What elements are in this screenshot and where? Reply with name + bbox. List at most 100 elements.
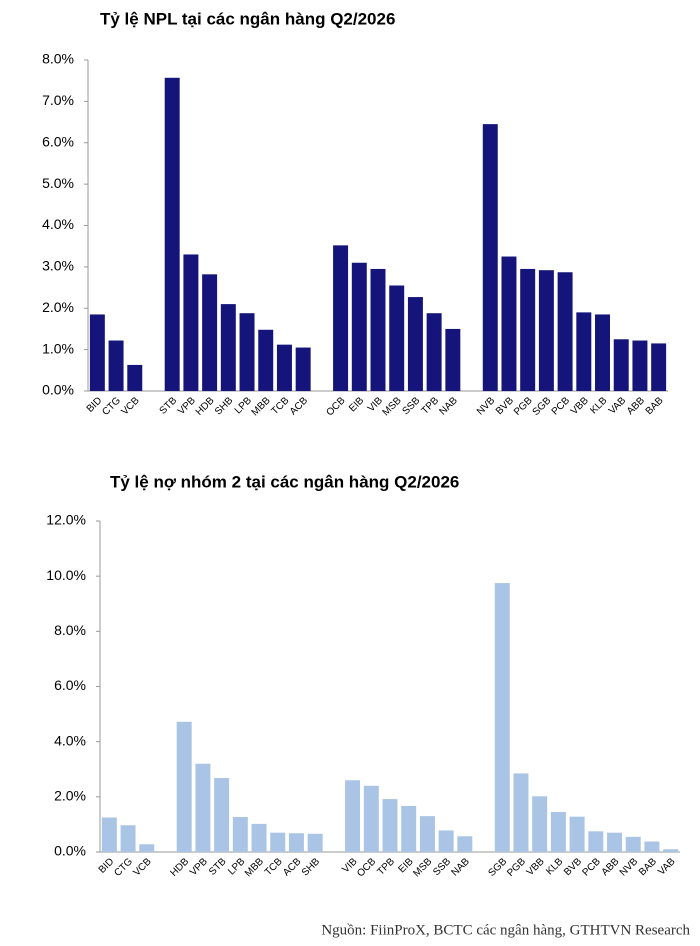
bar — [139, 844, 155, 852]
bar — [214, 778, 230, 852]
x-tick-label: ACB — [281, 856, 304, 879]
y-tick-label: 7.0% — [42, 92, 74, 108]
bar — [651, 343, 667, 391]
bar — [288, 833, 304, 852]
x-tick-label: TPB — [375, 856, 397, 878]
x-tick-label: VBB — [525, 856, 547, 878]
x-tick-label: VPB — [176, 395, 198, 417]
bar — [445, 328, 461, 391]
x-tick-label: VAB — [607, 395, 629, 417]
x-tick-label: BVB — [562, 856, 584, 878]
x-tick-label: EIB — [347, 395, 366, 414]
bar — [89, 314, 105, 391]
y-tick-label: 8.0% — [42, 51, 74, 67]
x-tick-label: SSB — [400, 395, 422, 417]
y-tick-label: 0.0% — [54, 843, 86, 859]
bar — [644, 841, 660, 852]
x-tick-label: TPB — [420, 395, 442, 417]
bar — [101, 817, 117, 852]
bar — [569, 816, 585, 852]
bar — [625, 836, 641, 852]
y-tick-label: 12.0% — [46, 512, 86, 528]
x-tick-label: SGB — [487, 856, 510, 879]
bar — [363, 785, 379, 852]
y-tick-label: 0.0% — [42, 382, 74, 398]
x-tick-label: PCB — [580, 856, 603, 879]
bar — [550, 812, 566, 852]
bar — [239, 313, 255, 391]
x-tick-label: VBB — [569, 395, 591, 417]
x-tick-label: ABB — [600, 856, 622, 878]
bar — [176, 721, 192, 852]
bar — [407, 297, 423, 391]
bar — [632, 340, 648, 391]
bar — [513, 773, 529, 852]
bar — [595, 314, 610, 391]
x-tick-label: TCB — [263, 856, 285, 878]
x-tick-label: VAB — [656, 856, 678, 878]
y-tick-label: 6.0% — [54, 677, 86, 693]
bar — [538, 270, 554, 391]
bar — [482, 124, 498, 391]
x-tick-label: PCB — [550, 395, 573, 418]
bar — [663, 849, 679, 852]
bar — [607, 832, 622, 852]
x-tick-label: MBB — [243, 856, 266, 879]
bar — [295, 347, 311, 391]
x-tick-label: OCB — [355, 856, 378, 879]
x-tick-label: NAB — [450, 856, 473, 879]
y-tick-label: 8.0% — [54, 622, 86, 638]
y-tick-label: 6.0% — [42, 133, 74, 149]
bar — [401, 805, 417, 852]
x-tick-label: TCB — [270, 395, 292, 417]
x-tick-label: SHB — [300, 856, 323, 879]
x-tick-label: SGB — [531, 395, 554, 418]
y-tick-label: 4.0% — [42, 216, 74, 232]
bar — [183, 254, 199, 391]
x-tick-label: SHB — [213, 395, 236, 418]
bar — [557, 272, 573, 391]
bar — [270, 832, 286, 852]
y-tick-label: 3.0% — [42, 258, 74, 274]
x-tick-label: ACB — [288, 395, 311, 418]
x-tick-label: PGB — [505, 856, 528, 879]
y-tick-label: 4.0% — [54, 732, 86, 748]
bar — [501, 256, 517, 391]
source-note: Nguồn: FiinProX, BCTC các ngân hàng, GTH… — [321, 922, 690, 938]
bar — [108, 340, 124, 391]
bar — [438, 830, 454, 852]
x-tick-label: KLB — [588, 395, 609, 416]
x-tick-label: MBB — [250, 395, 273, 418]
x-tick-label: NVB — [618, 856, 641, 879]
bar — [333, 245, 349, 391]
x-tick-label: OCB — [324, 395, 347, 418]
bar — [164, 77, 180, 391]
bar — [588, 831, 604, 852]
bar — [419, 816, 435, 852]
bar — [345, 780, 361, 852]
bar — [576, 312, 592, 391]
bar — [426, 313, 442, 391]
y-tick-label: 2.0% — [54, 788, 86, 804]
bar — [370, 268, 386, 391]
x-tick-label: HDB — [194, 395, 217, 418]
x-tick-label: BAB — [644, 395, 666, 417]
x-tick-label: CTG — [100, 395, 123, 418]
x-tick-label: BAB — [637, 856, 659, 878]
x-tick-label: VCB — [119, 395, 142, 418]
bar — [613, 339, 629, 391]
bar — [520, 268, 536, 391]
bar — [494, 583, 510, 852]
chart-title: Tỷ lệ nợ nhóm 2 tại các ngân hàng Q2/202… — [110, 472, 459, 491]
x-tick-label: CTG — [112, 856, 135, 879]
x-tick-label: STB — [207, 856, 229, 878]
bar — [202, 274, 218, 391]
bar — [251, 823, 267, 852]
bar — [351, 262, 367, 391]
x-tick-label: NVB — [475, 395, 498, 418]
bar — [276, 344, 292, 391]
bar — [382, 799, 398, 852]
x-tick-label: VCB — [131, 856, 154, 879]
x-tick-label: KLB — [544, 856, 565, 877]
bar — [532, 796, 548, 852]
